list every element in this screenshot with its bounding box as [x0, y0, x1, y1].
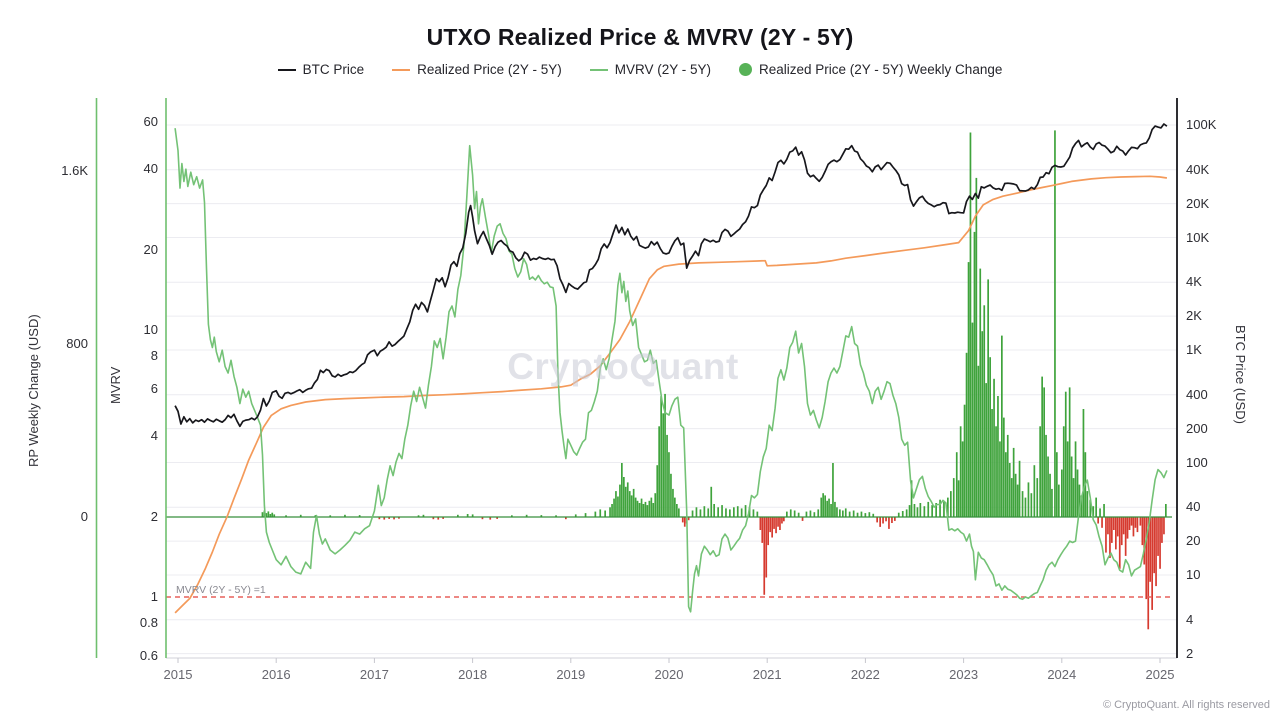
x-axis-year-tick: 2019 — [556, 667, 586, 682]
rp-axis-tick: 0 — [80, 509, 88, 524]
x-axis-year-tick: 2023 — [949, 667, 979, 682]
x-axis-year-tick: 2017 — [359, 667, 389, 682]
legend-item-rp-weekly-change[interactable]: Realized Price (2Y - 5Y) Weekly Change — [738, 62, 1003, 77]
rp-axis-title: RP Weekly Change (USD) — [26, 314, 41, 467]
btc-axis-tick: 400 — [1186, 386, 1208, 402]
btc-axis-tick: 2K — [1186, 308, 1202, 324]
btc-axis-tick: 200 — [1186, 420, 1208, 436]
btc-axis-tick: 20 — [1186, 533, 1201, 549]
x-axis-year-tick: 2020 — [654, 667, 684, 682]
copyright-footer: © CryptoQuant. All rights reserved — [1102, 699, 1270, 711]
mvrv-axis-tick: 60 — [143, 114, 158, 130]
line-swatch-icon — [277, 68, 296, 71]
btc-axis-tick: 10K — [1186, 229, 1210, 245]
x-axis-year-tick: 2024 — [1047, 667, 1077, 682]
mvrv-axis-tick: 8 — [150, 347, 158, 363]
btc-axis-title: BTC Price (USD) — [1233, 325, 1248, 424]
line-swatch-icon — [589, 68, 608, 71]
btc-axis-tick: 10 — [1186, 567, 1201, 582]
btc-axis-tick: 4K — [1186, 274, 1202, 290]
mvrv-axis-tick: 1 — [150, 589, 158, 604]
mvrv-axis-tick: 40 — [143, 161, 158, 177]
legend-item-btc-price[interactable]: BTC Price — [277, 62, 365, 77]
btc-axis-tick: 2 — [1186, 645, 1194, 661]
x-axis-year-tick: 2025 — [1145, 667, 1175, 682]
x-axis-year-tick: 2016 — [261, 667, 291, 682]
mvrv-axis-tick: 10 — [143, 322, 158, 337]
mvrv-axis-tick: 6 — [150, 381, 158, 397]
legend-item-mvrv[interactable]: MVRV (2Y - 5Y) — [589, 62, 711, 77]
legend-label: Realized Price (2Y - 5Y) — [417, 62, 562, 77]
btc-axis-tick: 4 — [1186, 611, 1194, 627]
rp-axis-tick: 800 — [66, 336, 88, 352]
legend-label: BTC Price — [302, 62, 365, 77]
x-axis-year-tick: 2015 — [163, 667, 193, 682]
rp-axis-tick: 1.6K — [61, 163, 88, 179]
btc-axis-tick: 40K — [1186, 161, 1210, 177]
mvrv-axis-tick: 0.6 — [139, 648, 158, 664]
line-swatch-icon — [392, 68, 411, 71]
x-axis-year-tick: 2018 — [458, 667, 488, 682]
legend-label: Realized Price (2Y - 5Y) Weekly Change — [758, 62, 1003, 77]
x-axis-year-tick: 2022 — [850, 667, 880, 682]
btc-axis-tick: 1K — [1186, 342, 1202, 357]
mvrv-axis-title: MVRV — [108, 366, 123, 404]
btc-axis-tick: 20K — [1186, 195, 1210, 211]
mvrv-threshold-label: MVRV (2Y - 5Y) =1 — [176, 584, 266, 596]
btc-axis-tick: 100 — [1186, 454, 1208, 470]
legend: BTC Price Realized Price (2Y - 5Y) MVRV … — [0, 62, 1280, 77]
mvrv-axis-tick: 2 — [150, 508, 158, 524]
legend-label: MVRV (2Y - 5Y) — [614, 62, 711, 77]
mvrv-axis-tick: 0.8 — [139, 614, 158, 630]
btc-axis-tick: 40 — [1186, 499, 1201, 515]
page-title: UTXO Realized Price & MVRV (2Y - 5Y) — [426, 24, 854, 50]
dot-swatch-icon — [738, 63, 752, 76]
mvrv-axis-tick: 20 — [143, 241, 158, 257]
btc-axis-tick: 100K — [1186, 117, 1217, 132]
legend-item-realized-price[interactable]: Realized Price (2Y - 5Y) — [392, 62, 562, 77]
mvrv-axis-tick: 4 — [150, 428, 158, 444]
x-axis-year-tick: 2021 — [752, 667, 782, 682]
